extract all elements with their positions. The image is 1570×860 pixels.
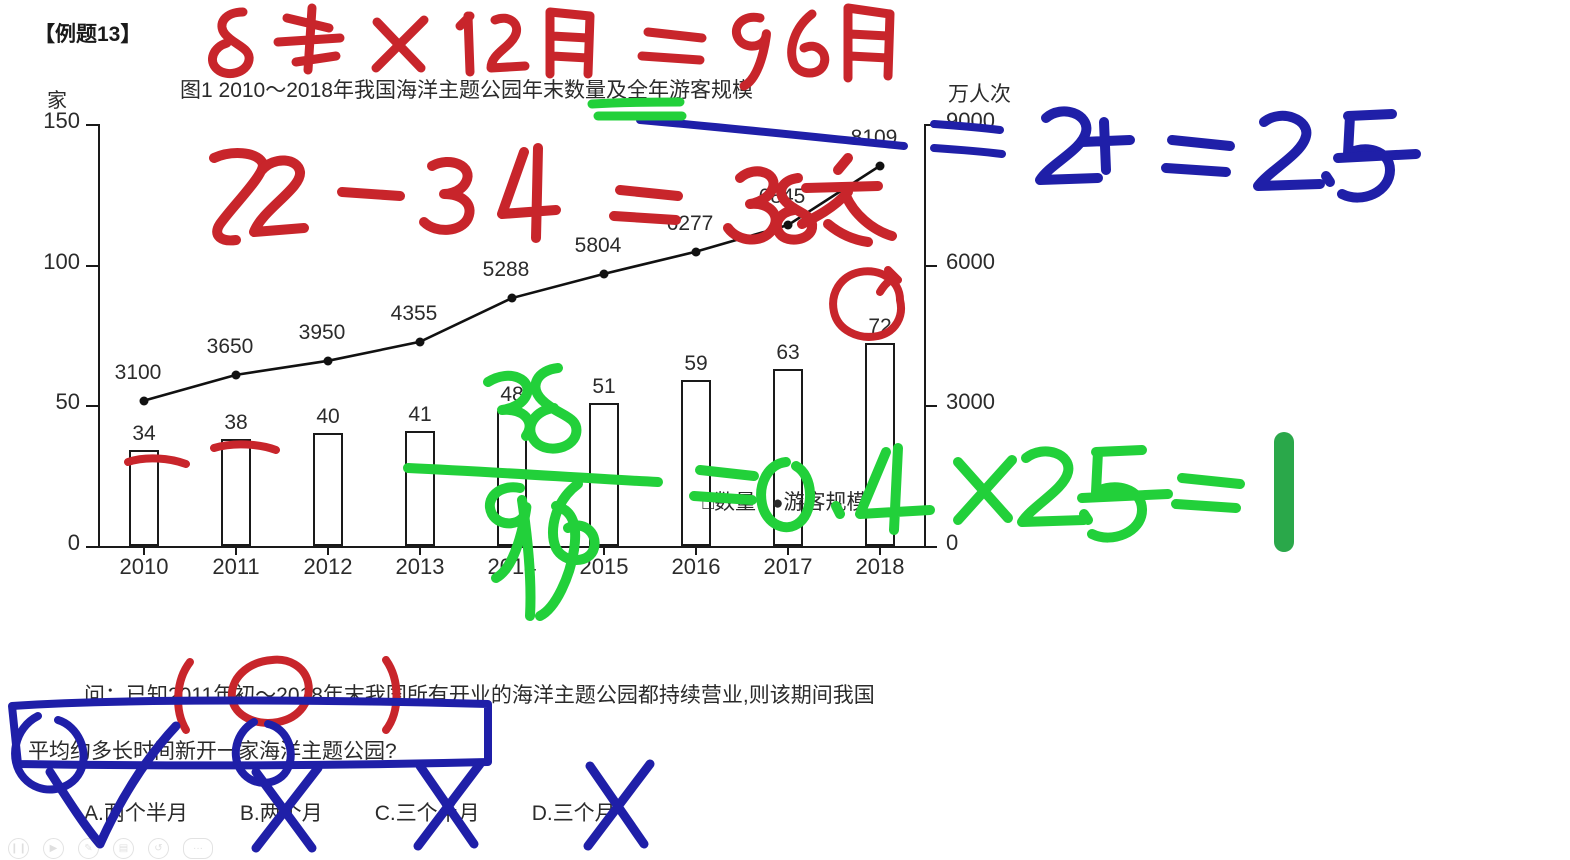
more-icon[interactable]: ··· <box>183 837 213 859</box>
chart-bar-value-label: 38 <box>224 411 248 435</box>
chart-line-value-label: 8109 <box>850 125 898 149</box>
answer-option[interactable]: C.三个半月 <box>374 802 480 825</box>
right-axis-tick <box>924 264 937 267</box>
chart-line-point <box>415 337 425 347</box>
chart-bar-value-label: 51 <box>592 374 616 398</box>
left-axis-tick-label: 100 <box>43 248 80 274</box>
x-axis-tick <box>327 546 329 555</box>
chart-line-point <box>691 247 701 257</box>
chart-bar <box>681 380 711 546</box>
page-title: 【例题13】 <box>34 23 142 46</box>
right-axis-tick-label: 0 <box>946 530 959 555</box>
chart-line-value-label: 5804 <box>574 233 622 257</box>
left-axis-tick <box>86 405 98 408</box>
x-axis-tick-label: 2017 <box>763 554 813 579</box>
answer-options: A.两个半月 B.两个月 C.三个半月 D.三个月 <box>84 797 616 827</box>
chart-bar-value-label: 40 <box>316 405 340 429</box>
chart-line-point <box>599 269 609 279</box>
x-axis-tick-label: 2018 <box>855 554 905 579</box>
answer-option[interactable]: D.三个月 <box>531 802 616 825</box>
question-line-1: 问：已知2011年初～2018年末我国所有开业的海洋主题公园都持续营业,则该期间… <box>84 684 875 707</box>
left-axis-tick-label: 0 <box>67 530 80 555</box>
right-axis-tick-label: 3000 <box>946 389 995 415</box>
chart-line-point <box>323 356 333 366</box>
chart-line-point <box>507 293 517 303</box>
chart-bar-value-label: 41 <box>408 402 432 426</box>
pause-icon[interactable]: ❙❙ <box>8 837 29 859</box>
x-axis-tick <box>143 546 145 555</box>
chart-bar <box>313 433 343 546</box>
question-line-2: 平均约多长时间新开一家海洋主题公园? <box>28 740 397 763</box>
chart-line-value-label: 3950 <box>298 320 346 344</box>
right-axis-unit: 万人次 <box>948 83 1011 106</box>
ink-green-title-underline <box>587 97 687 121</box>
x-axis-tick <box>787 546 789 555</box>
chart-line-point <box>783 220 793 230</box>
chart-bar-value-label: 59 <box>684 352 708 375</box>
right-axis-tick <box>924 405 937 408</box>
ink-blue-expression <box>1035 106 1421 203</box>
x-axis-tick <box>879 546 881 555</box>
left-axis-tick <box>86 546 98 548</box>
left-axis-tick-label: 150 <box>43 108 80 133</box>
chart-bar-value-label: 63 <box>776 340 800 364</box>
chart-legend: □数量 ●游客规模 <box>703 486 868 516</box>
left-axis-unit: 家 <box>47 90 67 112</box>
x-axis-tick-label: 2011 <box>212 554 260 579</box>
chart-bar <box>221 439 251 546</box>
chart-line-value-label: 4355 <box>390 301 438 325</box>
x-axis-tick-label: 2015 <box>579 554 629 579</box>
left-axis-tick-label: 50 <box>55 389 80 415</box>
chart-line-point <box>231 370 241 380</box>
answer-option[interactable]: B.两个月 <box>239 802 323 825</box>
x-axis-tick-label: 2012 <box>303 554 353 579</box>
eraser-icon[interactable]: ▤ <box>113 837 134 859</box>
bottom-toolbar[interactable]: ❙❙ ▶ ✎ ▤ ↺ ··· <box>0 836 1570 860</box>
right-axis-tick <box>924 546 937 548</box>
x-axis-tick <box>603 546 605 555</box>
answer-option[interactable]: A.两个半月 <box>84 802 188 825</box>
x-axis-tick <box>695 546 697 555</box>
chart-bar-value-label: 34 <box>132 422 156 446</box>
chart-line-value-label: 6845 <box>758 185 806 209</box>
chart-line-point <box>875 161 885 171</box>
undo-icon[interactable]: ↺ <box>148 837 169 859</box>
chart-bar <box>405 430 435 546</box>
legend-label: 数量 <box>714 491 756 514</box>
right-axis-line <box>924 124 926 548</box>
chart-plot-area: 0 50 100 150 0 3000 6000 9000 34 2010 38 2011 40 2012… <box>43 108 995 579</box>
x-axis-tick-label: 2014 <box>487 554 537 579</box>
chart-line-value-label: 5288 <box>482 258 530 282</box>
x-axis-tick-label: 2010 <box>119 554 169 579</box>
pen-icon[interactable]: ✎ <box>78 837 99 859</box>
left-axis-tick <box>86 124 98 126</box>
chart-line-value-label: 6277 <box>666 211 714 235</box>
right-axis-tick-label: 6000 <box>946 248 995 274</box>
x-axis-tick <box>235 546 237 555</box>
play-icon[interactable]: ▶ <box>43 837 64 859</box>
x-axis-tick-label: 2016 <box>671 554 721 579</box>
chart-title: 图1 2010～2018年我国海洋主题公园年末数量及全年游客规模 <box>180 79 753 102</box>
left-axis-line <box>98 124 100 548</box>
left-axis-tick <box>86 264 98 267</box>
legend-label: 游客规模 <box>783 491 868 514</box>
chart-line-value-label: 3100 <box>114 360 162 384</box>
x-axis-tick <box>419 546 421 555</box>
right-axis-tick-label: 9000 <box>946 108 995 133</box>
ink-green-multiply <box>953 445 1245 543</box>
legend-line-marker-icon: ● <box>772 493 784 514</box>
chart-line-point <box>139 396 149 406</box>
legend-bar-marker-icon: □ <box>702 493 714 514</box>
chart-line-value-label: 3650 <box>206 334 254 358</box>
x-axis-tick-label: 2013 <box>395 554 445 579</box>
